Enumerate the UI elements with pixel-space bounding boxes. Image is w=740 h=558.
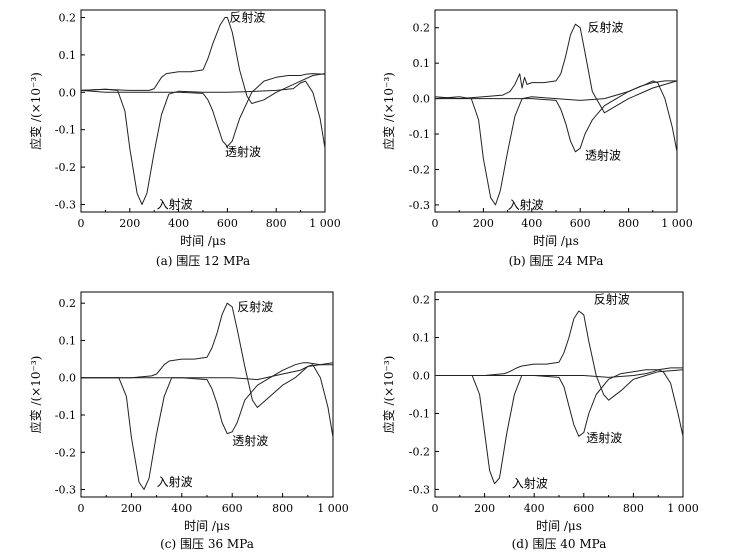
x-tick-label: 0 xyxy=(432,502,439,515)
y-axis-label: 应变 /(×10⁻³) xyxy=(28,72,43,150)
series-line-3 xyxy=(81,362,333,435)
panel-caption: (b) 围压 24 MPa xyxy=(509,254,604,268)
series-line-1 xyxy=(435,369,684,485)
y-tick-label: -0.2 xyxy=(409,445,430,458)
y-tick-label: -0.3 xyxy=(55,484,76,497)
series-annotation: 透射波 xyxy=(232,433,268,448)
chart-panel-2: 0 200 400 600 800 1 000 -0.3 -0.2 -0.1 0.0 0.1 0.2 时… xyxy=(381,9,693,268)
x-axis-label: 时间 /μs xyxy=(536,519,582,533)
x-tick-label: 1 000 xyxy=(309,217,341,230)
x-tick-label: 200 xyxy=(474,502,495,515)
y-tick-label: 0.1 xyxy=(59,49,77,62)
series-line-1 xyxy=(81,364,334,490)
x-tick-label: 600 xyxy=(570,217,591,230)
series-annotation: 反射波 xyxy=(237,299,273,314)
y-tick-label: -0.1 xyxy=(409,128,430,141)
y-tick-label: 0.0 xyxy=(413,370,431,383)
x-tick-label: 400 xyxy=(168,217,189,230)
series-annotation: 反射波 xyxy=(229,9,265,24)
y-tick-label: -0.2 xyxy=(55,161,76,174)
y-tick-label: 0.1 xyxy=(59,334,77,347)
x-tick-label: 1 000 xyxy=(317,502,349,515)
series-annotation: 入射波 xyxy=(508,197,544,212)
x-tick-label: 400 xyxy=(521,217,542,230)
panel-caption: (c) 围压 36 MPa xyxy=(160,537,254,551)
y-tick-label: 0.2 xyxy=(59,297,77,310)
chart-panel-1: 0 200 400 600 800 1 000 -0.3 -0.2 -0.1 0.0 0.1 0.2 时… xyxy=(28,9,341,268)
series-line-3 xyxy=(435,80,677,153)
y-tick-label: 0.2 xyxy=(413,294,431,307)
x-axis-label: 时间 /μs xyxy=(184,519,230,533)
x-tick-label: 400 xyxy=(524,502,545,515)
series-line-2 xyxy=(434,23,678,114)
y-tick-label: 0.1 xyxy=(413,332,431,345)
plot-frame xyxy=(80,9,326,213)
y-tick-label: 0.0 xyxy=(59,86,77,99)
x-axis-label: 时间 /μs xyxy=(533,234,579,248)
y-axis-label: 应变 /(×10⁻³) xyxy=(381,356,396,434)
series-annotation: 透射波 xyxy=(585,147,621,162)
x-tick-label: 800 xyxy=(272,502,293,515)
y-tick-label: 0.2 xyxy=(413,22,431,35)
y-axis-label: 应变 /(×10⁻³) xyxy=(381,72,396,150)
x-tick-label: 200 xyxy=(473,217,494,230)
y-tick-label: -0.1 xyxy=(55,124,76,137)
series-line-2 xyxy=(80,17,326,104)
y-tick-label: 0.1 xyxy=(413,57,431,70)
x-tick-label: 600 xyxy=(573,502,594,515)
y-tick-label: 0.0 xyxy=(59,372,77,385)
x-tick-label: 0 xyxy=(78,502,85,515)
x-tick-label: 1 000 xyxy=(661,217,693,230)
series-line-3 xyxy=(435,367,683,437)
series-annotation: 透射波 xyxy=(586,430,622,445)
series-annotation: 透射波 xyxy=(225,144,261,159)
y-tick-label: -0.2 xyxy=(409,163,430,176)
series-annotation: 入射波 xyxy=(512,476,548,491)
series-annotation: 入射波 xyxy=(157,474,193,489)
plot-frame xyxy=(434,291,684,498)
y-tick-label: 0.2 xyxy=(59,11,77,24)
y-tick-label: -0.3 xyxy=(409,483,430,496)
x-tick-label: 600 xyxy=(222,502,243,515)
series-line-1 xyxy=(80,80,326,205)
x-tick-label: 800 xyxy=(618,217,639,230)
x-tick-label: 200 xyxy=(121,502,142,515)
plot-frame xyxy=(434,9,678,213)
x-axis-label: 时间 /μs xyxy=(180,234,226,248)
y-axis-label: 应变 /(×10⁻³) xyxy=(28,356,43,434)
series-annotation: 入射波 xyxy=(157,197,193,212)
y-tick-label: -0.3 xyxy=(55,199,76,212)
x-tick-label: 0 xyxy=(432,217,439,230)
series-line-3 xyxy=(80,73,326,147)
series-annotation: 反射波 xyxy=(587,20,623,35)
chart-panel-4: 0 200 400 600 800 1 000 -0.3 -0.2 -0.1 0.0 0.1 0.2 时… xyxy=(381,291,699,551)
x-tick-label: 0 xyxy=(78,217,85,230)
x-tick-label: 200 xyxy=(119,217,140,230)
plot-frame xyxy=(80,291,334,498)
y-tick-label: -0.1 xyxy=(55,409,76,422)
y-tick-label: -0.3 xyxy=(409,199,430,212)
series-line-2 xyxy=(435,310,684,401)
x-tick-label: 1 000 xyxy=(667,502,699,515)
x-tick-label: 400 xyxy=(171,502,192,515)
y-tick-label: -0.1 xyxy=(409,407,430,420)
chart-panel-3: 0 200 400 600 800 1 000 -0.3 -0.2 -0.1 0.0 0.1 0.2 时… xyxy=(28,291,349,551)
series-line-1 xyxy=(434,80,678,206)
y-tick-label: 0.0 xyxy=(413,93,431,106)
x-tick-label: 800 xyxy=(266,217,287,230)
panel-caption: (d) 围压 40 MPa xyxy=(512,537,607,551)
series-line-2 xyxy=(81,302,334,408)
series-annotation: 反射波 xyxy=(594,292,630,307)
panel-caption: (a) 围压 12 MPa xyxy=(156,254,250,268)
y-tick-label: -0.2 xyxy=(55,446,76,459)
x-tick-label: 800 xyxy=(623,502,644,515)
x-tick-label: 600 xyxy=(217,217,238,230)
